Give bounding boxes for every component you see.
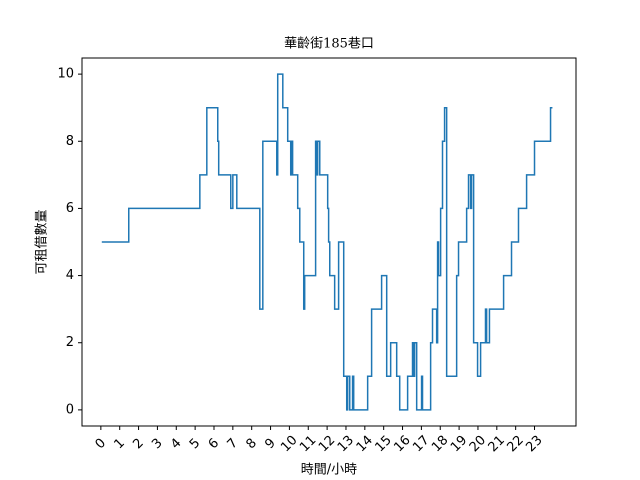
- x-tick-label: 7: [225, 436, 241, 452]
- x-tick-label: 8: [243, 436, 259, 452]
- x-axis-label: 時間/小時: [301, 463, 357, 478]
- x-tick-label: 3: [149, 436, 165, 452]
- x-tick-label: 0: [93, 436, 109, 452]
- x-tick-label: 1: [111, 436, 127, 452]
- data-line: [101, 73, 553, 411]
- plot-area: [81, 57, 577, 427]
- y-tick-label: 6: [66, 201, 74, 216]
- y-axis-label: 可租借數量: [35, 209, 50, 274]
- y-tick-label: 4: [66, 268, 74, 283]
- x-tick-label: 2: [130, 436, 146, 452]
- chart-title: 華齡街185巷口: [284, 37, 374, 52]
- y-tick-label: 10: [57, 67, 74, 82]
- x-tick-label: 23: [523, 433, 545, 455]
- x-tick-label: 4: [168, 436, 184, 452]
- y-tick-label: 2: [66, 335, 74, 350]
- x-tick-label: 6: [206, 436, 222, 452]
- x-tick-label: 5: [187, 436, 203, 452]
- y-tick-label: 8: [66, 134, 74, 149]
- y-tick-label: 0: [66, 402, 74, 417]
- x-tick-label: 9: [262, 436, 278, 452]
